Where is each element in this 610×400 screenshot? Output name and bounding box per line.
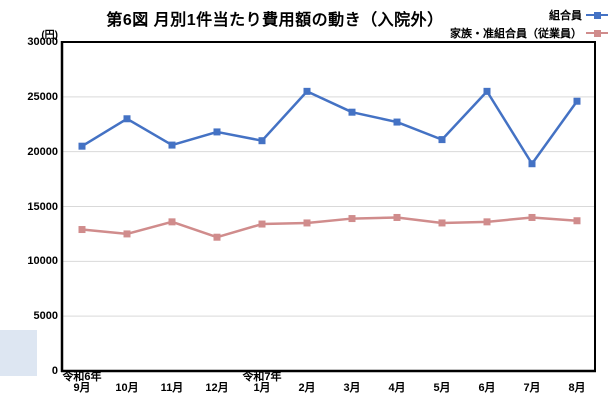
x-month-label: 9月: [73, 382, 91, 394]
legend-marker-kumiaiin-icon: [586, 11, 608, 20]
series-marker-1: [438, 219, 446, 227]
series-marker-0: [78, 142, 86, 150]
series-marker-1: [123, 230, 131, 238]
y-tick-label: 5000: [33, 310, 58, 323]
series-marker-1: [78, 226, 86, 234]
series-marker-1: [528, 213, 536, 221]
legend-marker-kazoku-icon: [586, 29, 608, 38]
series-marker-1: [483, 218, 491, 226]
x-month-label: 4月: [388, 382, 406, 394]
series-marker-1: [303, 219, 311, 227]
x-month-label: 8月: [568, 382, 586, 394]
legend-item-kumiaiin: 組合員: [549, 7, 608, 23]
series-marker-0: [168, 141, 176, 149]
series-line-0: [81, 90, 579, 165]
x-month-label: 2月: [298, 382, 316, 394]
x-year-label: 令和7年: [242, 371, 282, 383]
legend: 組合員 家族・准組合員（従業員）: [450, 7, 608, 41]
x-month-label: 12月: [205, 382, 229, 394]
series-marker-0: [393, 118, 401, 126]
series-marker-1: [213, 233, 221, 241]
x-month-label: 6月: [478, 382, 496, 394]
background-highlight-artifact: [0, 330, 37, 376]
y-tick-label: 25000: [27, 90, 58, 103]
series-marker-0: [528, 160, 536, 168]
series-marker-0: [303, 87, 311, 95]
series-marker-0: [438, 136, 446, 144]
series-marker-0: [573, 97, 581, 105]
series-marker-0: [483, 87, 491, 95]
series-marker-0: [258, 137, 266, 145]
y-tick-label: 0: [51, 365, 58, 377]
y-axis-unit-label: (円): [41, 30, 58, 41]
legend-item-kazoku: 家族・准組合員（従業員）: [450, 25, 608, 41]
x-month-label: 10月: [115, 382, 139, 394]
series-marker-1: [348, 215, 356, 223]
series-marker-1: [258, 220, 266, 228]
series-marker-0: [123, 115, 131, 123]
x-month-label: 3月: [343, 382, 361, 394]
series-marker-0: [213, 128, 221, 136]
x-month-label: 5月: [433, 382, 451, 394]
y-tick-label: 10000: [27, 255, 58, 268]
y-tick-label: 15000: [27, 200, 58, 213]
legend-label-kumiaiin: 組合員: [549, 10, 582, 22]
series-marker-0: [348, 108, 356, 116]
chart-title: 第6図 月別1件当たり費用額の動き（入院外）: [106, 12, 444, 29]
series-marker-1: [168, 218, 176, 226]
series-line-1: [81, 216, 578, 239]
x-month-label: 11月: [160, 382, 184, 394]
y-tick-label: 30000: [27, 36, 58, 48]
series-marker-1: [573, 217, 581, 225]
y-tick-label: 20000: [27, 145, 58, 158]
x-month-label: 7月: [523, 382, 541, 394]
legend-label-kazoku: 家族・准組合員（従業員）: [450, 28, 582, 40]
x-year-label: 令和6年: [62, 371, 102, 383]
series-marker-1: [393, 213, 401, 221]
x-month-label: 1月: [253, 382, 271, 394]
